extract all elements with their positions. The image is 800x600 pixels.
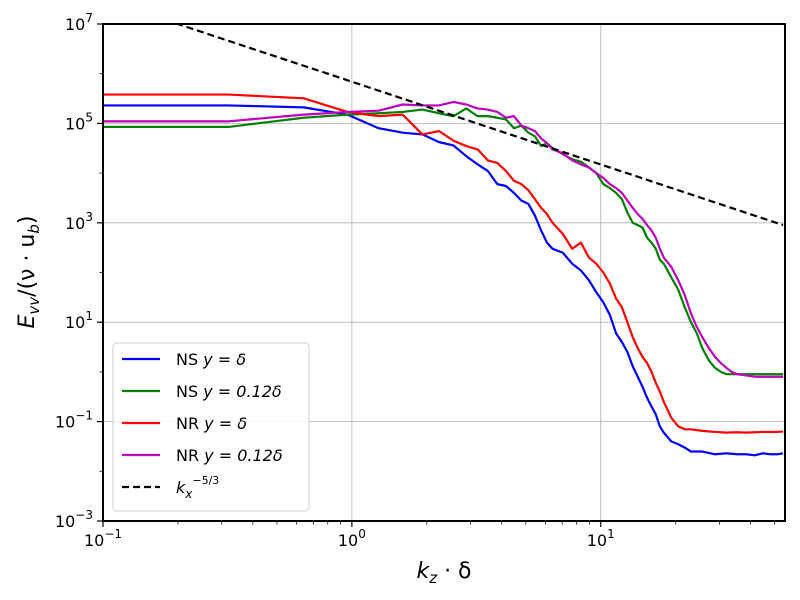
legend-label-3: NR y = 0.12δ — [176, 446, 283, 465]
legend-label-1: NS y = 0.12δ — [176, 382, 282, 401]
x-axis-ticks: 10−1 100 101 — [84, 521, 776, 550]
y-tick-label: 103 — [65, 210, 93, 233]
y-tick-label: 107 — [65, 11, 93, 34]
series-line-2 — [103, 93, 784, 434]
y-tick-label: 10−3 — [55, 508, 93, 531]
legend-frame — [112, 342, 310, 512]
y-axis-label: Evv/(ν · ub) — [15, 215, 43, 328]
legend: NS y = δ NS y = 0.12δ NR y = δ NR y = 0.12δ… — [112, 342, 310, 512]
x-tick-label: 10−1 — [84, 527, 122, 550]
legend-label-4: kx−5/3 — [176, 474, 219, 501]
legend-label-2: NR y = δ — [176, 414, 247, 433]
x-tick-label: 101 — [587, 527, 615, 550]
series-line-3 — [103, 100, 784, 378]
series-line-1 — [103, 107, 784, 376]
series-layer — [103, 24, 784, 457]
series-line-0 — [103, 104, 784, 457]
x-tick-label: 100 — [338, 527, 366, 550]
series-line-4 — [174, 24, 784, 227]
y-tick-label: 105 — [65, 110, 93, 133]
x-axis-label: kz · δ — [416, 559, 471, 587]
legend-label-0: NS y = δ — [176, 350, 246, 369]
y-tick-label: 10−1 — [55, 409, 93, 432]
y-axis-ticks: 10−3 10−1 101 103 105 107 — [55, 11, 103, 531]
y-tick-label: 101 — [65, 309, 93, 332]
